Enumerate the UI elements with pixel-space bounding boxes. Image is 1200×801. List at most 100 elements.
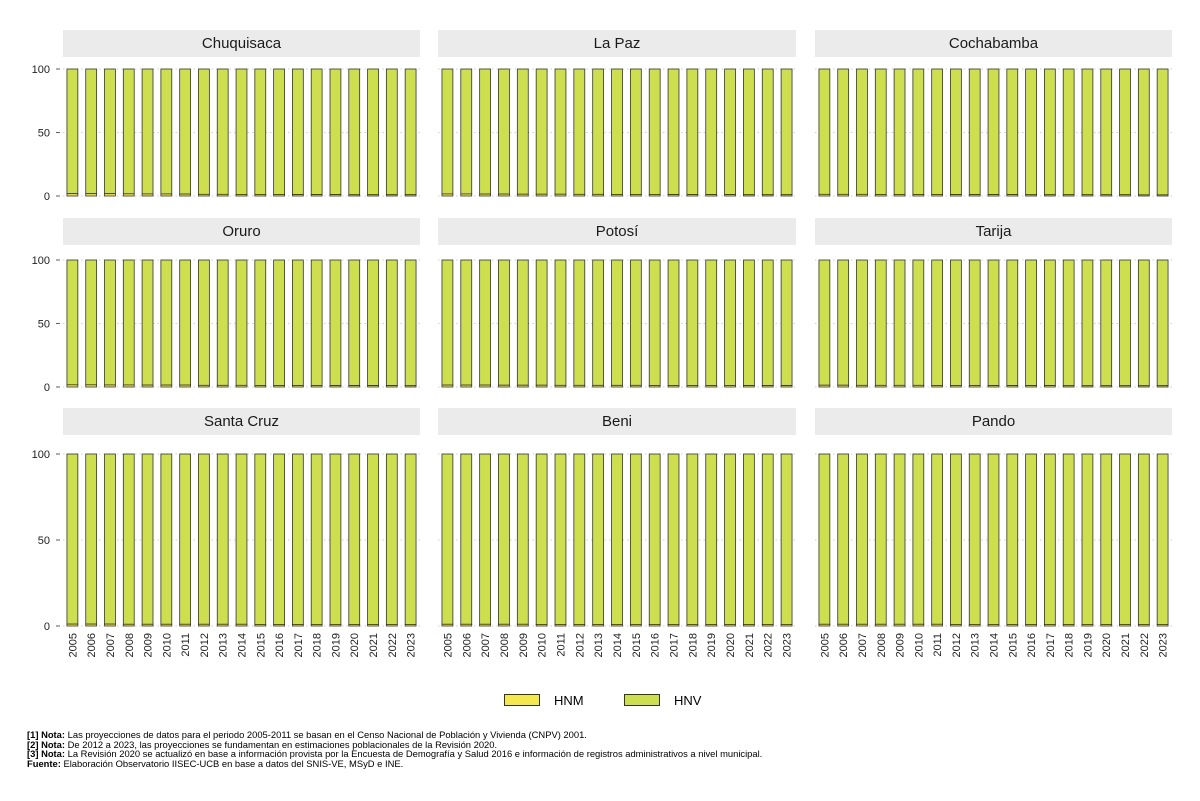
bar-hnv-2020 bbox=[1100, 453, 1113, 625]
bar-hnm-2020 bbox=[348, 385, 361, 388]
panel-strip bbox=[438, 30, 796, 57]
bar-hnm-2023 bbox=[1156, 194, 1169, 197]
bar-hnv-2016 bbox=[273, 259, 285, 386]
bar-hnv-2008 bbox=[874, 259, 887, 386]
bar-hnm-2022 bbox=[385, 624, 398, 627]
x-tick-label: 2009 bbox=[518, 633, 530, 657]
x-tick-label: 2023 bbox=[782, 633, 794, 657]
y-tick-label: 100 bbox=[32, 449, 50, 461]
bar-hnv-2017 bbox=[667, 68, 680, 196]
bar-hnv-2010 bbox=[535, 68, 548, 195]
bar-hnv-2011 bbox=[554, 259, 567, 386]
bar-hnv-2007 bbox=[479, 453, 491, 625]
bar-hnm-2011 bbox=[179, 384, 191, 388]
x-tick-label: 2016 bbox=[1026, 633, 1038, 657]
bar-hnm-2010 bbox=[912, 623, 925, 627]
bar-hnm-2013 bbox=[592, 384, 605, 388]
bar-hnm-2011 bbox=[179, 193, 191, 197]
bar-hnm-2021 bbox=[367, 385, 379, 388]
panel-strip bbox=[63, 30, 420, 57]
bar-hnm-2005 bbox=[441, 193, 454, 197]
bar-hnv-2018 bbox=[1062, 453, 1075, 625]
bar-hnm-2018 bbox=[1062, 624, 1075, 627]
legend: HNM HNV bbox=[0, 690, 1200, 714]
bar-hnm-2019 bbox=[705, 385, 718, 388]
bar-hnv-2015 bbox=[254, 259, 267, 386]
bar-hnm-2018 bbox=[310, 385, 323, 388]
bar-hnv-2020 bbox=[348, 68, 361, 196]
bar-hnm-2017 bbox=[667, 624, 680, 627]
bar-hnm-2018 bbox=[310, 624, 323, 627]
bar-hnv-2017 bbox=[667, 453, 680, 625]
bar-hnm-2020 bbox=[348, 194, 361, 197]
bar-hnm-2017 bbox=[292, 624, 304, 627]
bar-hnv-2019 bbox=[705, 453, 718, 625]
bar-hnv-2019 bbox=[329, 68, 342, 196]
bar-hnm-2014 bbox=[987, 624, 1000, 627]
bar-hnv-2009 bbox=[516, 453, 529, 625]
bar-hnm-2011 bbox=[554, 624, 567, 627]
bar-hnv-2014 bbox=[235, 453, 248, 625]
bar-hnv-2012 bbox=[573, 68, 586, 195]
bar-hnv-2006 bbox=[85, 68, 98, 195]
x-tick-label: 2009 bbox=[143, 633, 155, 657]
bar-hnv-2022 bbox=[761, 259, 774, 387]
bar-hnm-2009 bbox=[141, 384, 154, 388]
source-text: Elaboración Observatorio IISEC-UCB en ba… bbox=[60, 757, 404, 769]
bar-hnv-2010 bbox=[912, 259, 925, 386]
bar-hnm-2014 bbox=[611, 194, 623, 197]
note-1: [1] Nota: Las proyecciones de datos para… bbox=[27, 730, 762, 740]
x-tick-label: 2015 bbox=[631, 633, 643, 657]
panel-oruro: Oruro 0 50 100 bbox=[32, 218, 420, 394]
x-tick-label: 2013 bbox=[218, 633, 230, 657]
bar-hnv-2016 bbox=[648, 453, 661, 625]
x-tick-label: 2008 bbox=[876, 633, 888, 657]
bar-hnm-2021 bbox=[743, 624, 755, 627]
y-tick-label: 0 bbox=[44, 621, 50, 633]
bar-hnm-2005 bbox=[818, 384, 831, 388]
bar-hnm-2013 bbox=[216, 384, 229, 388]
x-tick-label: 2014 bbox=[237, 633, 249, 657]
bar-hnv-2010 bbox=[912, 68, 925, 195]
bar-hnm-2013 bbox=[968, 194, 981, 197]
x-tick-label: 2020 bbox=[1101, 633, 1113, 657]
legend-swatch-hnv bbox=[624, 694, 660, 706]
bar-hnv-2022 bbox=[1137, 68, 1150, 196]
bar-hnm-2015 bbox=[1006, 385, 1019, 388]
bar-hnv-2016 bbox=[648, 259, 661, 386]
bar-hnv-2009 bbox=[141, 259, 154, 386]
bar-hnv-2013 bbox=[968, 68, 981, 196]
bar-hnv-2017 bbox=[292, 453, 304, 625]
bar-hnm-2007 bbox=[856, 193, 868, 197]
bar-hnm-2011 bbox=[931, 623, 943, 627]
bar-hnm-2022 bbox=[1137, 624, 1150, 627]
bar-hnm-2021 bbox=[1119, 624, 1131, 627]
bar-hnv-2012 bbox=[198, 453, 210, 625]
bar-hnv-2020 bbox=[724, 259, 736, 386]
bar-hnm-2012 bbox=[573, 384, 586, 388]
bar-hnv-2017 bbox=[292, 259, 304, 386]
source-note: Fuente: Elaboración Observatorio IISEC-U… bbox=[27, 757, 762, 769]
panel-chuquisaca: Chuquisaca 0 50 100 bbox=[32, 30, 420, 203]
bar-hnm-2006 bbox=[837, 384, 850, 388]
bar-hnv-2018 bbox=[686, 453, 699, 625]
bar-hnv-2014 bbox=[987, 453, 1000, 625]
bar-hnv-2023 bbox=[780, 259, 793, 387]
bar-hnv-2007 bbox=[104, 453, 116, 625]
bar-hnv-2018 bbox=[686, 259, 699, 386]
bar-hnv-2010 bbox=[535, 259, 548, 386]
bar-hnm-2013 bbox=[592, 193, 605, 197]
bar-hnm-2012 bbox=[950, 194, 962, 197]
panel-strip bbox=[815, 30, 1172, 57]
bar-hnv-2015 bbox=[254, 68, 267, 195]
bar-hnv-2017 bbox=[667, 259, 680, 386]
bar-hnv-2018 bbox=[1062, 68, 1075, 196]
x-tick-label: 2009 bbox=[895, 633, 907, 657]
legend-label-hnm: HNM bbox=[554, 692, 584, 708]
bar-hnv-2005 bbox=[818, 453, 831, 625]
panel-strip bbox=[63, 408, 420, 435]
bar-hnm-2018 bbox=[1062, 194, 1075, 197]
bar-hnm-2011 bbox=[931, 385, 943, 388]
bar-hnm-2007 bbox=[104, 193, 116, 197]
bar-hnm-2015 bbox=[629, 624, 642, 627]
